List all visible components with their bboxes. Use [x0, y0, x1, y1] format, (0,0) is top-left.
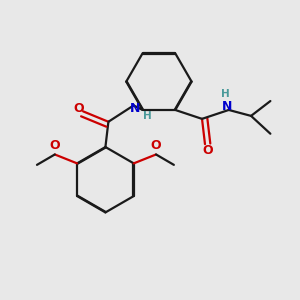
- Text: O: O: [50, 139, 60, 152]
- Text: N: N: [130, 102, 140, 115]
- Text: H: H: [221, 88, 230, 99]
- Text: O: O: [151, 139, 161, 152]
- Text: O: O: [202, 144, 213, 157]
- Text: H: H: [143, 111, 152, 121]
- Text: N: N: [222, 100, 232, 113]
- Text: O: O: [74, 102, 84, 115]
